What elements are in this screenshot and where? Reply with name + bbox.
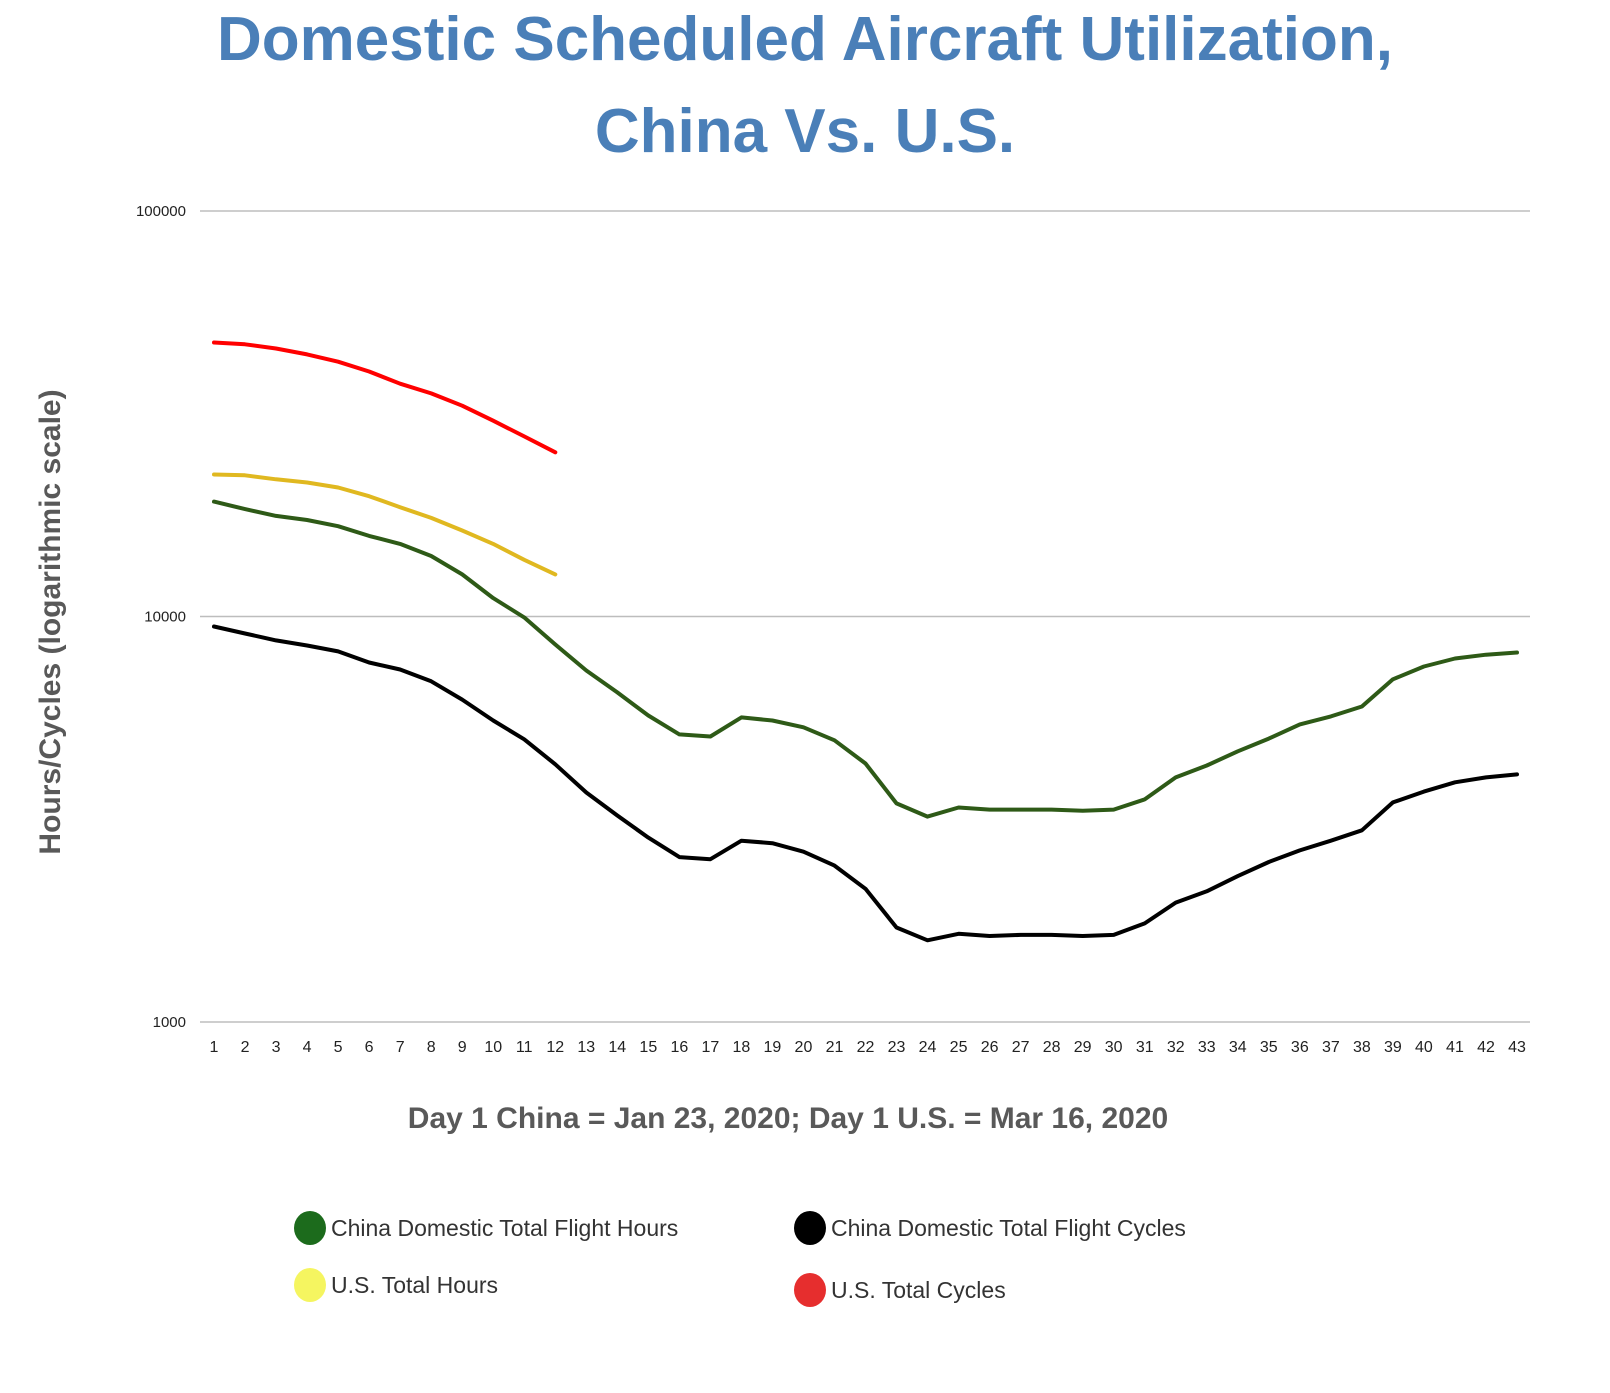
legend-marker	[294, 1211, 326, 1245]
x-tick-label: 37	[1322, 1039, 1340, 1056]
x-tick-label: 41	[1446, 1039, 1464, 1056]
x-tick-label: 32	[1167, 1039, 1185, 1056]
x-tick-label: 29	[1074, 1039, 1092, 1056]
x-tick-label: 6	[365, 1039, 374, 1056]
x-tick-label: 19	[764, 1039, 782, 1056]
legend-item: China Domestic Total Flight Cycles	[794, 1211, 1186, 1245]
legend: China Domestic Total Flight Hours China D…	[294, 1211, 1186, 1307]
legend-marker	[794, 1211, 826, 1245]
x-tick-label: 38	[1353, 1039, 1371, 1056]
x-tick-label: 10	[484, 1039, 502, 1056]
x-tick-label: 13	[577, 1039, 595, 1056]
x-tick-label: 9	[458, 1039, 467, 1056]
chart-title-line-2: China Vs. U.S.	[595, 97, 1015, 166]
legend-item: U.S. Total Hours	[294, 1268, 498, 1302]
x-tick-label: 4	[303, 1039, 312, 1056]
x-tick-label: 1	[210, 1039, 219, 1056]
x-tick-label: 33	[1198, 1039, 1216, 1056]
x-tick-label: 42	[1477, 1039, 1495, 1056]
legend-label: China Domestic Total Flight Hours	[331, 1215, 678, 1241]
x-tick-label: 35	[1260, 1039, 1278, 1056]
x-tick-label: 21	[826, 1039, 844, 1056]
x-tick-label: 22	[857, 1039, 875, 1056]
gridlines	[200, 210, 1530, 1023]
x-tick-label: 34	[1229, 1039, 1247, 1056]
series-line-3	[212, 340, 558, 455]
x-tick-label: 36	[1291, 1039, 1309, 1056]
x-tick-label: 11	[516, 1039, 533, 1056]
legend-item: U.S. Total Cycles	[794, 1273, 1006, 1307]
legend-marker	[794, 1273, 826, 1307]
y-tick-label: 1000	[153, 1014, 186, 1031]
x-tick-label: 27	[1012, 1039, 1030, 1056]
legend-item: China Domestic Total Flight Hours	[294, 1211, 678, 1245]
x-tick-label: 20	[795, 1039, 813, 1056]
series-line-1	[212, 624, 1519, 943]
x-tick-label: 43	[1508, 1039, 1526, 1056]
legend-label: China Domestic Total Flight Cycles	[831, 1215, 1186, 1241]
x-tick-label: 18	[733, 1039, 751, 1056]
legend-label: U.S. Total Hours	[331, 1272, 498, 1298]
y-tick-label: 10000	[144, 609, 186, 626]
x-tick-label: 23	[888, 1039, 906, 1056]
x-axis-ticks: 1 2 3 4 5 6 7 8 9 10 11 12 13 14 15 16 17 18 19 20 21 22 23 24 2…	[210, 1039, 1526, 1056]
series-line-0	[212, 499, 1519, 819]
y-tick-label: 100000	[136, 203, 186, 220]
chart-title-line-1: Domestic Scheduled Aircraft Utilization,	[217, 5, 1393, 74]
x-tick-label: 15	[639, 1039, 657, 1056]
x-tick-label: 31	[1136, 1039, 1154, 1056]
y-axis-ticks: 100000 10000 1000	[136, 203, 186, 1031]
legend-marker	[294, 1268, 326, 1302]
x-tick-label: 14	[608, 1039, 626, 1056]
x-tick-label: 5	[334, 1039, 343, 1056]
y-axis-label: Hours/Cycles (logarithmic scale)	[34, 389, 67, 854]
legend-label: U.S. Total Cycles	[831, 1277, 1006, 1303]
x-tick-label: 24	[919, 1039, 937, 1056]
x-tick-label: 40	[1415, 1039, 1433, 1056]
x-tick-label: 30	[1105, 1039, 1123, 1056]
x-axis-label: Day 1 China = Jan 23, 2020; Day 1 U.S. =…	[408, 1102, 1168, 1135]
x-tick-label: 3	[272, 1039, 281, 1056]
x-tick-label: 39	[1384, 1039, 1402, 1056]
x-tick-label: 28	[1043, 1039, 1061, 1056]
x-tick-label: 25	[950, 1039, 968, 1056]
x-tick-label: 2	[241, 1039, 250, 1056]
x-tick-label: 12	[546, 1039, 564, 1056]
series-line-2	[212, 472, 558, 577]
x-tick-label: 16	[670, 1039, 688, 1056]
series-lines	[212, 340, 1519, 943]
x-tick-label: 26	[981, 1039, 999, 1056]
x-tick-label: 8	[427, 1039, 436, 1056]
x-tick-label: 7	[396, 1039, 405, 1056]
x-tick-label: 17	[701, 1039, 719, 1056]
